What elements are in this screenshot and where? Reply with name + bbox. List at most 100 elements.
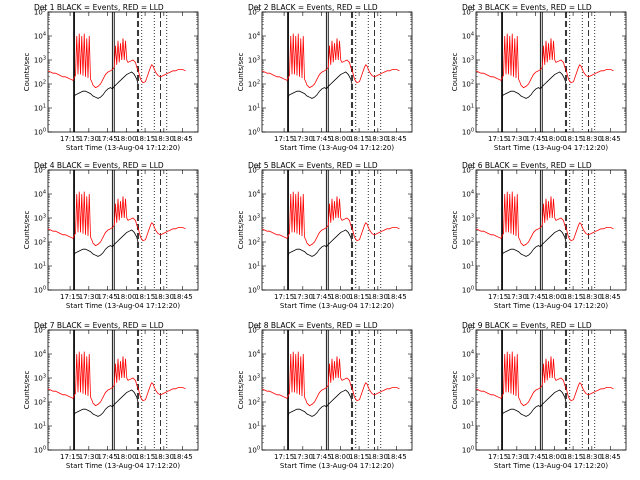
x-tick-label: 18:45 [386, 453, 406, 461]
y-tick-label: 101 [34, 422, 46, 431]
x-tick-label: 17:30 [507, 135, 527, 143]
y-tick-label: 101 [462, 422, 474, 431]
y-tick-label: 103 [248, 56, 260, 65]
events-series-line [501, 71, 567, 99]
y-tick-label: 100 [34, 446, 46, 455]
x-tick-label: 18:30 [154, 453, 174, 461]
y-tick-label: 104 [34, 350, 46, 359]
plot-frame [261, 329, 413, 451]
x-tick-label: 17:45 [311, 453, 331, 461]
plot-frame [47, 169, 199, 291]
y-tick-label: 105 [34, 8, 46, 17]
y-tick-label: 103 [34, 214, 46, 223]
x-tick-label: 18:30 [582, 453, 602, 461]
x-tick-label: 17:30 [79, 453, 99, 461]
y-tick-label: 102 [462, 80, 474, 89]
events-series-line [287, 229, 353, 257]
panel-data [476, 12, 614, 132]
lld-series-line [262, 33, 400, 89]
lld-series-line [262, 191, 400, 247]
y-tick-label: 101 [462, 262, 474, 271]
panel-title: Det 8 BLACK = Events, RED = LLD [248, 321, 378, 330]
x-tick-label: 17:45 [311, 293, 331, 301]
x-tick-label: 18:30 [368, 453, 388, 461]
y-tick-label: 105 [248, 326, 260, 335]
x-tick-label: 18:45 [172, 293, 192, 301]
x-tick-label: 17:15 [274, 453, 294, 461]
panel-data [262, 330, 400, 450]
panel-data [48, 170, 186, 290]
panel-8: 10010110210310410517:1517:3017:4518:0018… [237, 321, 413, 470]
y-tick-label: 103 [462, 56, 474, 65]
x-tick-label: 18:15 [349, 293, 369, 301]
y-tick-label: 100 [462, 128, 474, 137]
x-tick-label: 17:30 [507, 453, 527, 461]
x-tick-label: 18:00 [330, 135, 350, 143]
x-tick-label: 18:30 [368, 293, 388, 301]
x-tick-label: 18:15 [135, 135, 155, 143]
y-tick-label: 103 [34, 374, 46, 383]
x-tick-label: 18:00 [116, 135, 136, 143]
events-series-line [287, 389, 353, 417]
x-tick-label: 18:15 [563, 293, 583, 301]
plot-frame [475, 11, 627, 133]
plot-frame [261, 11, 413, 133]
x-tick-label: 18:15 [349, 135, 369, 143]
y-tick-label: 101 [248, 422, 260, 431]
panel-title: Det 7 BLACK = Events, RED = LLD [34, 321, 164, 330]
x-tick-label: 17:30 [507, 293, 527, 301]
lld-series-line [476, 351, 614, 407]
y-tick-label: 100 [248, 128, 260, 137]
y-axis-label: Counts/sec [23, 53, 31, 92]
lld-series-line [48, 191, 186, 247]
x-tick-label: 17:30 [293, 135, 313, 143]
y-tick-label: 104 [34, 190, 46, 199]
x-tick-label: 18:30 [154, 135, 174, 143]
y-tick-label: 102 [462, 398, 474, 407]
x-tick-label: 17:30 [79, 135, 99, 143]
x-axis-label: Start Time (13-Aug-04 17:12:20) [494, 144, 608, 152]
y-tick-label: 104 [248, 350, 260, 359]
panel-title: Det 6 BLACK = Events, RED = LLD [462, 161, 592, 170]
y-tick-label: 103 [34, 56, 46, 65]
plot-frame [47, 11, 199, 133]
panel-title: Det 9 BLACK = Events, RED = LLD [462, 321, 592, 330]
x-tick-label: 17:15 [60, 293, 80, 301]
plot-frame [47, 329, 199, 451]
panel-data [476, 170, 614, 290]
y-tick-label: 105 [34, 166, 46, 175]
y-tick-label: 102 [248, 398, 260, 407]
panel-5: 10010110210310410517:1517:3017:4518:0018… [237, 161, 413, 310]
panel-data [48, 12, 186, 132]
lld-series-line [262, 351, 400, 407]
x-tick-label: 17:45 [97, 293, 117, 301]
y-axis-label: Counts/sec [451, 53, 459, 92]
y-axis-label: Counts/sec [451, 371, 459, 410]
x-tick-label: 17:45 [525, 453, 545, 461]
y-tick-label: 102 [462, 238, 474, 247]
panel-2: 10010110210310410517:1517:3017:4518:0018… [237, 3, 413, 152]
events-series-line [73, 71, 139, 99]
x-tick-label: 18:00 [544, 453, 564, 461]
x-tick-label: 18:45 [600, 135, 620, 143]
x-axis-label: Start Time (13-Aug-04 17:12:20) [280, 144, 394, 152]
x-tick-label: 18:15 [563, 135, 583, 143]
x-tick-label: 18:00 [544, 293, 564, 301]
panel-data [48, 330, 186, 450]
y-tick-label: 100 [248, 446, 260, 455]
panel-title: Det 4 BLACK = Events, RED = LLD [34, 161, 164, 170]
x-tick-label: 18:00 [116, 453, 136, 461]
events-series-line [287, 71, 353, 99]
x-tick-label: 18:45 [600, 293, 620, 301]
y-tick-label: 105 [248, 8, 260, 17]
panel-title: Det 3 BLACK = Events, RED = LLD [462, 3, 592, 12]
y-tick-label: 105 [462, 8, 474, 17]
panel-9: 10010110210310410517:1517:3017:4518:0018… [451, 321, 627, 470]
y-tick-label: 101 [34, 262, 46, 271]
x-tick-label: 18:45 [172, 135, 192, 143]
y-tick-label: 104 [248, 190, 260, 199]
y-axis-label: Counts/sec [23, 371, 31, 410]
y-tick-label: 104 [462, 190, 474, 199]
panel-4: 10010110210310410517:1517:3017:4518:0018… [23, 161, 199, 310]
x-tick-label: 18:30 [582, 293, 602, 301]
